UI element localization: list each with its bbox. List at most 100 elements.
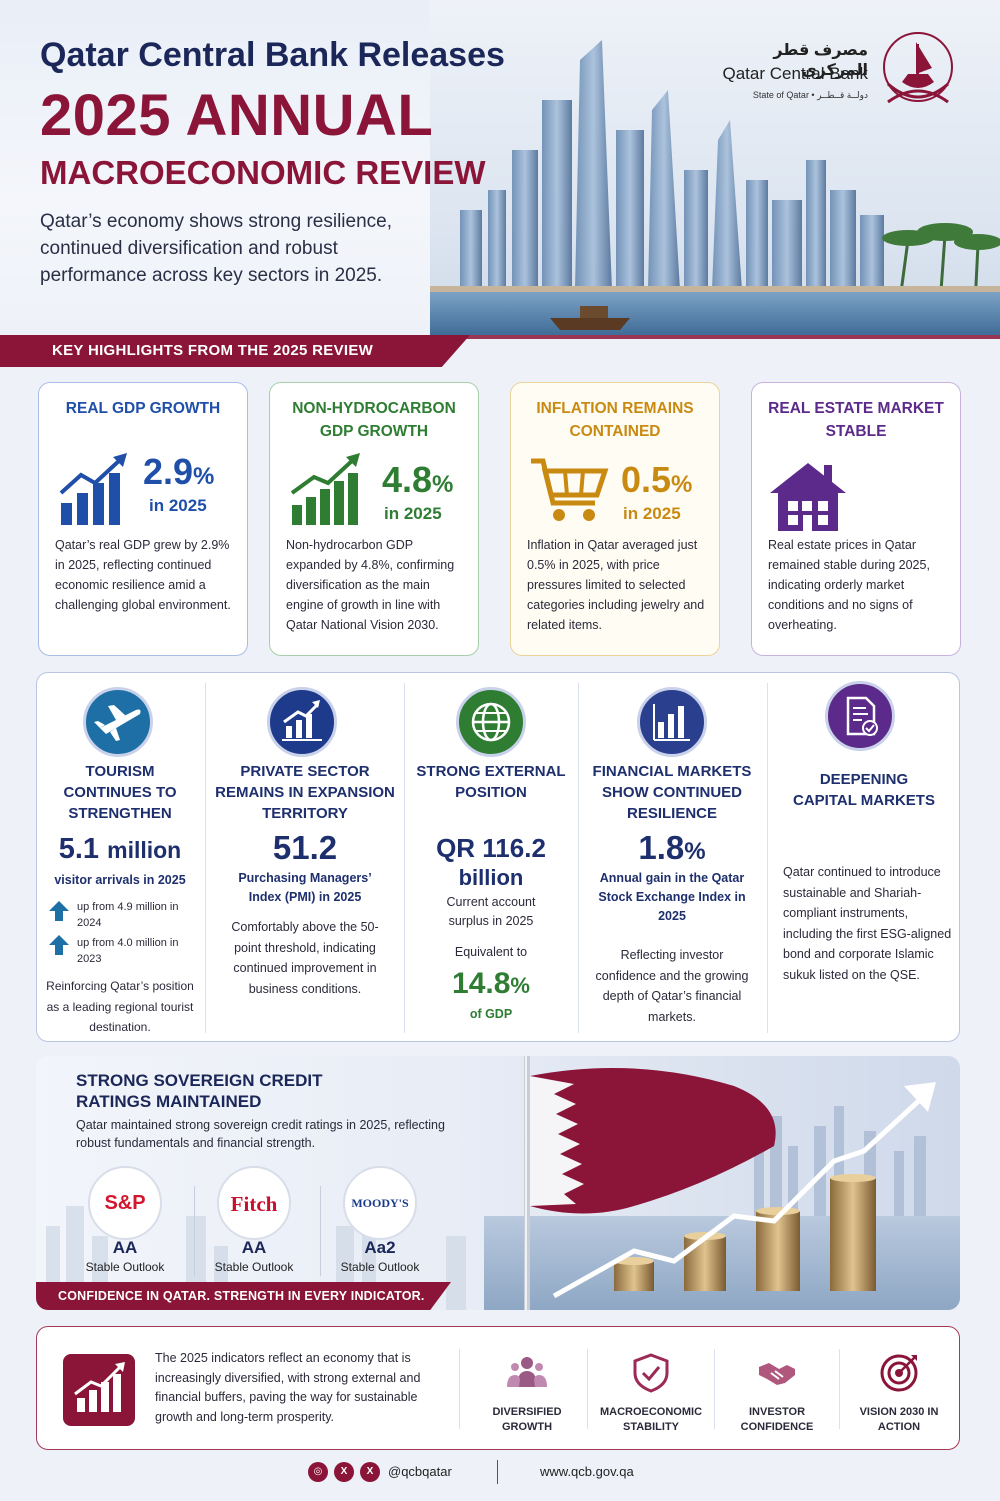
indicators-panel: TOURISM CONTINUES TO STRENGTHEN 5.1 mill… <box>36 672 960 1042</box>
arrow-up-icon <box>49 935 69 955</box>
pillar-vision-2030: VISION 2030 IN ACTION <box>837 1345 961 1435</box>
indicator-title: FINANCIAL MARKETS SHOW CONTINUED RESILIE… <box>592 763 752 822</box>
indicator-description: Qatar continued to introduce sustainable… <box>783 865 952 982</box>
indicator-equivalent: Equivalent to <box>454 945 528 959</box>
logo-english-name: Qatar Central Bank <box>722 64 868 83</box>
indicator-label: Current account surplus in 2025 <box>446 895 536 928</box>
logo-arabic-name: مصرف قطر المركزي <box>773 42 868 79</box>
indicator-capital-markets: DEEPENING CAPITAL MARKETS Qatar continue… <box>769 673 959 1043</box>
pillar-macroeconomic-stability: MACROECONOMIC STABILITY <box>589 1345 713 1435</box>
indicator-title: STRONG EXTERNAL POSITION <box>416 763 566 801</box>
conclusion-text: The 2025 indicators reflect an economy t… <box>155 1351 421 1424</box>
fitch-logo: Fitch <box>217 1166 291 1240</box>
x-icon[interactable]: X <box>334 1462 354 1482</box>
card-non-hydrocarbon-gdp-growth: NON-HYDROCARBON GDP GROWTH 4.8% in 2025 … <box>269 382 479 656</box>
card-title: REAL ESTATE MARKET STABLE <box>768 400 944 440</box>
circle-badge <box>456 687 526 757</box>
indicator-description: Reflecting investor confidence and the g… <box>595 948 749 1024</box>
shopping-cart-icon <box>531 458 609 521</box>
header: Qatar Central Bank Releases 2025 ANNUAL … <box>0 0 1000 335</box>
indicator-pmi: PRIVATE SECTOR REMAINS IN EXPANSION TERR… <box>207 673 403 1043</box>
indicator-description: Comfortably above the 50-point threshold… <box>231 920 379 996</box>
sp-logo: S&P <box>88 1166 162 1240</box>
card-title: REAL GDP GROWTH <box>65 400 221 417</box>
growth-chart-icon <box>63 1354 135 1426</box>
card-year: in 2025 <box>623 504 681 523</box>
circle-badge <box>825 681 895 751</box>
handshake-icon <box>759 1363 795 1385</box>
bar-chart-icon <box>653 704 690 741</box>
sp-outlook: Stable Outlook <box>85 1260 165 1274</box>
indicator-label: Annual gain in the Qatar Stock Exchange … <box>598 871 746 923</box>
moodys-logo: MOODY'S <box>343 1166 417 1240</box>
card-value: 4.8% <box>382 459 454 500</box>
fitch-rating: AA <box>241 1238 267 1257</box>
qcb-logo: مصرف قطر المركزي Qatar Central Bank Stat… <box>718 22 968 117</box>
title-line-1: Qatar Central Bank Releases <box>40 36 505 74</box>
credit-ratings-section: STRONG SOVEREIGN CREDIT RATINGS MAINTAIN… <box>36 1056 960 1310</box>
header-subtitle: Qatar’s economy shows strong resilience,… <box>40 211 393 286</box>
website-link[interactable]: www.qcb.gov.qa <box>540 1464 634 1479</box>
shield-check-icon <box>633 1353 669 1393</box>
card-description: Inflation in Qatar averaged just 0.5% in… <box>527 538 705 632</box>
card-description: Qatar’s real GDP grew by 2.9% in 2025, r… <box>55 538 231 612</box>
people-group-icon <box>507 1357 547 1387</box>
card-value: 0.5% <box>621 459 693 500</box>
conclusion-section: The 2025 indicators reflect an economy t… <box>36 1326 960 1450</box>
airplane-icon <box>94 705 141 741</box>
bar-chart-growth-icon <box>290 453 360 525</box>
indicator-label: Purchasing Managers’ Index (PMI) in 2025 <box>238 871 372 904</box>
bar-chart-growth-icon <box>59 453 127 525</box>
social-handle[interactable]: @qcbqatar <box>388 1464 452 1479</box>
footer: ◎ X X @qcbqatar www.qcb.gov.qa <box>0 1458 1000 1488</box>
circle-badge <box>83 687 153 757</box>
indicator-label: visitor arrivals in 2025 <box>54 873 186 887</box>
moodys-outlook: Stable Outlook <box>340 1260 420 1274</box>
card-year: in 2025 <box>149 496 207 515</box>
target-icon <box>880 1354 918 1392</box>
credit-tagline: CONFIDENCE IN QATAR. STRENGTH IN EVERY I… <box>58 1289 425 1303</box>
sp-rating: AA <box>112 1238 138 1257</box>
card-real-estate: REAL ESTATE MARKET STABLE Real estate pr… <box>751 382 961 656</box>
logo-state-of-qatar: State of Qatar • دولــة قــطــر <box>752 90 868 100</box>
indicator-label-2: of GDP <box>469 1007 513 1021</box>
tourism-up-2023: up from 4.0 million in 2023 <box>77 937 179 965</box>
fitch-outlook: Stable Outlook <box>214 1260 294 1274</box>
x-icon[interactable]: X <box>360 1462 380 1482</box>
indicator-tourism: TOURISM CONTINUES TO STRENGTHEN 5.1 mill… <box>37 673 203 1043</box>
indicator-unit: billion <box>458 865 524 890</box>
indicator-title: TOURISM CONTINUES TO STRENGTHEN <box>63 763 177 822</box>
banner-text: KEY HIGHLIGHTS FROM THE 2025 REVIEW <box>52 342 374 359</box>
chart-up-icon <box>282 700 322 741</box>
card-description: Non-hydrocarbon GDP expanded by 4.8%, co… <box>286 538 455 632</box>
card-year: in 2025 <box>384 504 442 523</box>
indicator-description: Reinforcing Qatar’s position as a leadin… <box>46 979 194 1034</box>
card-value: 2.9% <box>143 451 215 492</box>
card-title: NON-HYDROCARBON GDP GROWTH <box>292 400 456 440</box>
indicator-value: 5.1 million <box>58 833 182 865</box>
card-title: INFLATION REMAINS CONTAINED <box>536 400 694 440</box>
card-description: Real estate prices in Qatar remained sta… <box>768 538 930 632</box>
circle-badge <box>637 687 707 757</box>
indicator-title: DEEPENING CAPITAL MARKETS <box>793 771 935 809</box>
indicator-financial-markets: FINANCIAL MARKETS SHOW CONTINUED RESILIE… <box>579 673 765 1043</box>
pillar-diversified-growth: DIVERSIFIED GROWTH <box>465 1345 589 1435</box>
tourism-up-2024: up from 4.9 million in 2024 <box>77 901 179 929</box>
credit-tagline-bar: CONFIDENCE IN QATAR. STRENGTH IN EVERY I… <box>36 1282 451 1310</box>
card-inflation: INFLATION REMAINS CONTAINED 0.5% in 2025… <box>510 382 720 656</box>
doha-skyline-image <box>430 0 1000 335</box>
qatar-flag-coins-growth-image <box>484 1056 960 1310</box>
globe-icon <box>471 702 511 742</box>
title-line-2: 2025 ANNUAL <box>40 83 434 148</box>
indicator-value-2: 14.8% <box>452 967 530 1000</box>
moodys-rating: Aa2 <box>364 1238 396 1257</box>
title-line-3: MACROECONOMIC REVIEW <box>40 154 486 191</box>
indicator-value: 1.8% <box>638 829 706 866</box>
indicator-external-position: STRONG EXTERNAL POSITION QR 116.2 billio… <box>405 673 577 1043</box>
credit-description: Qatar maintained strong sovereign credit… <box>76 1118 445 1150</box>
document-check-icon <box>846 696 878 736</box>
instagram-icon[interactable]: ◎ <box>308 1462 328 1482</box>
pillar-investor-confidence: INVESTOR CONFIDENCE <box>715 1345 839 1435</box>
credit-title: STRONG SOVEREIGN CREDIT RATINGS MAINTAIN… <box>76 1071 323 1111</box>
card-real-gdp-growth: REAL GDP GROWTH 2.9% in 2025 Qatar’s rea… <box>38 382 248 656</box>
